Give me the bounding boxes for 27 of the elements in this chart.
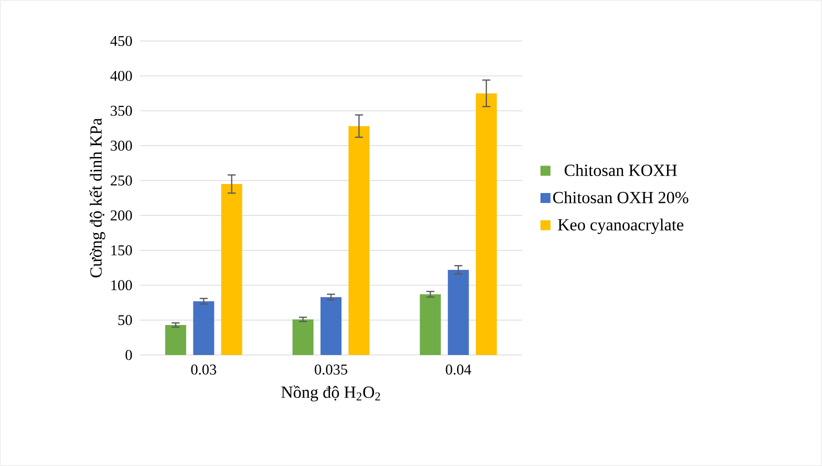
y-tick-label: 400	[110, 70, 132, 81]
legend-label: Keo cyanoacrylate	[558, 218, 684, 234]
bar	[165, 324, 186, 355]
bar	[193, 301, 214, 355]
bar	[320, 297, 342, 355]
bar	[476, 93, 497, 355]
x-tick-label: 0.04	[446, 364, 472, 375]
legend-label: Chitosan KOXH	[564, 164, 677, 176]
y-tick-label: 150	[111, 245, 132, 256]
y-tick-label: 0	[126, 350, 132, 360]
y-tick-label: 250	[110, 176, 132, 186]
bar	[448, 270, 469, 355]
y-tick-label: 50	[118, 315, 132, 326]
bar	[420, 294, 441, 355]
x-tick-label: 0.03	[191, 364, 216, 375]
y-axis-title: Cường độ kết dinh KPa	[89, 118, 106, 278]
y-tick-label: 100	[111, 280, 132, 290]
legend-label: Chitosan OXH 20%	[553, 191, 688, 204]
bar	[221, 184, 242, 355]
x-tick-label: 0.035	[314, 364, 348, 375]
y-tick-label: 450	[110, 36, 132, 46]
y-tick-label: 200	[110, 210, 132, 220]
y-tick-label: 300	[110, 140, 132, 151]
x-axis-title: Nồng độ H$_{2}$O$_{2}$	[281, 385, 380, 402]
bar	[292, 319, 314, 355]
bar	[348, 126, 370, 355]
y-tick-label: 350	[110, 106, 132, 116]
